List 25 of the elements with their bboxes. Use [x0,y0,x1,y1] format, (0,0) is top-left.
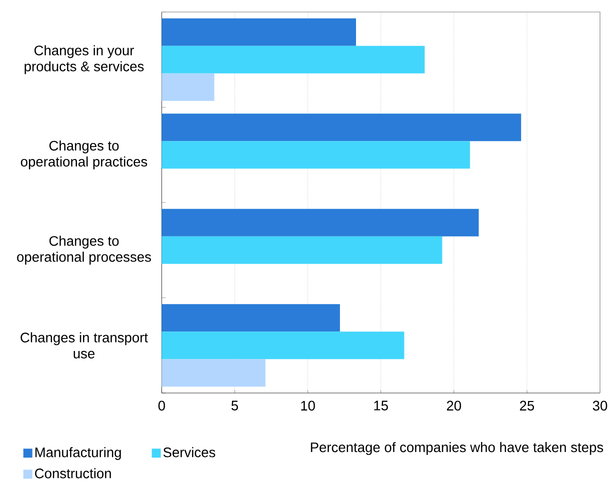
bar [162,46,425,74]
x-tick-label: 15 [374,400,388,410]
x-tick-label: 0 [158,400,165,411]
bar [162,141,470,169]
legend-label: Services [163,447,216,458]
bar [162,114,522,142]
x-tick-label: 5 [231,400,238,410]
bar [162,359,266,387]
y-tick-label: Changes in your products & services [24,45,144,74]
x-tick-label: 25 [520,400,534,411]
x-tick-label: 30 [592,400,608,411]
x-axis-title: Percentage of companies who have taken steps [310,442,604,455]
y-tick-label: Changes to operational processes [17,236,151,265]
bar [162,236,442,264]
y-tick-label: Changes to operational practices [20,140,148,170]
bar [162,304,340,332]
bar [162,18,356,46]
legend-label: Manufacturing [35,447,121,460]
x-tick-label: 10 [301,400,315,411]
bar [162,332,404,360]
y-tick-label: Changes in transport use [20,332,148,358]
bar [162,208,479,236]
legend-label: Construction [35,468,111,478]
x-tick-label: 20 [446,400,462,411]
bar [162,73,214,101]
